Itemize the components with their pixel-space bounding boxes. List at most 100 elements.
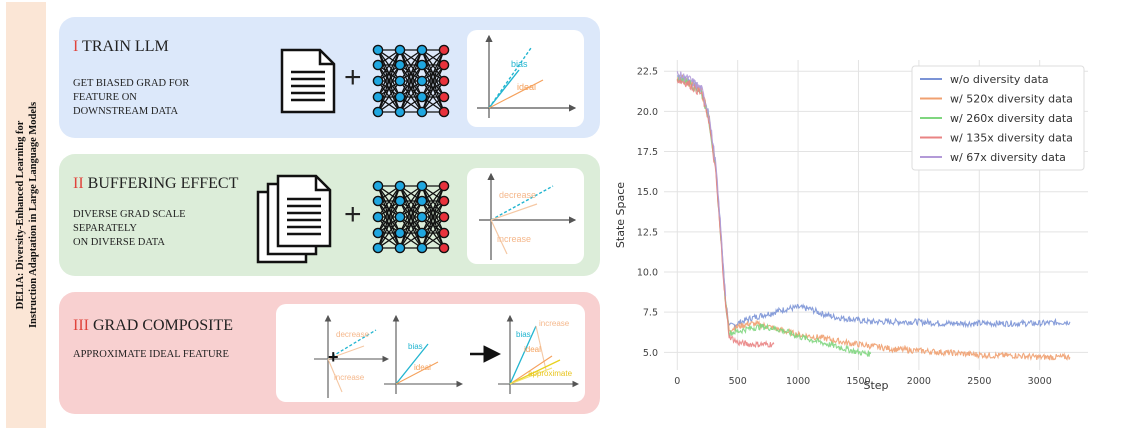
panel-numeral: II bbox=[73, 175, 84, 192]
x-tick-label: 2000 bbox=[907, 376, 931, 387]
side-title-line1: DELIA: Diversity-Enhanced Learning for bbox=[15, 120, 26, 309]
network-node bbox=[438, 59, 450, 71]
bias-arrow bbox=[488, 69, 520, 109]
plus-icon: + bbox=[344, 198, 362, 231]
network-node bbox=[416, 106, 428, 118]
description-line: ON DIVERSE DATA bbox=[73, 237, 165, 248]
ideal-arrow bbox=[488, 79, 544, 109]
tick-labels: 0 500 1000 1500 2000 2500 3000 5.0 7.5 10.0 12.5 15… bbox=[637, 67, 1052, 387]
network-node bbox=[416, 180, 428, 192]
network-node bbox=[372, 242, 384, 254]
legend-label: w/ 135x diversity data bbox=[950, 132, 1073, 145]
network-node bbox=[438, 242, 450, 254]
description-line: GET BIASED GRAD FOR bbox=[73, 78, 190, 89]
increase-label: increase bbox=[539, 319, 570, 328]
bias-arrow bbox=[490, 185, 554, 221]
network-node bbox=[372, 75, 384, 87]
neural-network-icon bbox=[372, 180, 450, 254]
network-node bbox=[438, 227, 450, 239]
y-tick-label: 7.5 bbox=[643, 308, 658, 319]
increase-label: increase bbox=[334, 373, 365, 382]
decrease-label: decrease bbox=[499, 190, 536, 200]
series-line bbox=[676, 78, 775, 349]
network-node bbox=[438, 180, 450, 192]
x-tick-label: 3000 bbox=[1028, 376, 1052, 387]
network-node bbox=[438, 91, 450, 103]
legend-label: w/ 260x diversity data bbox=[950, 112, 1073, 125]
network-node bbox=[394, 211, 406, 223]
x-axis-label: Step bbox=[863, 379, 888, 392]
network-node bbox=[438, 75, 450, 87]
plus-icon: + bbox=[344, 61, 362, 94]
network-node bbox=[416, 75, 428, 87]
y-tick-label: 12.5 bbox=[637, 227, 658, 238]
panel-numeral: III bbox=[73, 317, 89, 334]
description-line: APPROXIMATE IDEAL FEATURE bbox=[73, 349, 229, 360]
network-node bbox=[438, 44, 450, 56]
panel-grad-composite: III GRAD COMPOSITE APPROXIMATE IDEAL FEA… bbox=[59, 292, 600, 414]
stacked-documents-icon bbox=[256, 174, 332, 264]
network-node bbox=[394, 242, 406, 254]
description-line: DOWNSTREAM DATA bbox=[73, 106, 179, 117]
panel-title: II BUFFERING EFFECT bbox=[73, 175, 238, 193]
network-node bbox=[416, 242, 428, 254]
panel-title-text: BUFFERING EFFECT bbox=[87, 175, 239, 192]
series-line bbox=[677, 74, 1071, 330]
network-node bbox=[416, 91, 428, 103]
y-axis-label: State Space bbox=[614, 182, 627, 248]
panel-title-text: GRAD COMPOSITE bbox=[92, 317, 233, 334]
network-node bbox=[394, 227, 406, 239]
network-node bbox=[394, 106, 406, 118]
subplot-bias-ideal: bias ideal bbox=[384, 314, 464, 394]
network-node bbox=[372, 195, 384, 207]
composite-plot: decrease increase + bias ideal bbox=[276, 304, 585, 402]
state-space-line-chart: 0 500 1000 1500 2000 2500 3000 5.0 7.5 10.0 12.5 15… bbox=[614, 60, 1088, 392]
network-node bbox=[416, 44, 428, 56]
x-tick-label: 2500 bbox=[967, 376, 991, 387]
approximate-label: approximate bbox=[528, 369, 573, 378]
plus-icon: + bbox=[328, 347, 339, 367]
network-node bbox=[438, 106, 450, 118]
panel-title: I TRAIN LLM bbox=[73, 38, 169, 56]
side-title-line2: Instruction Adaptation in Large Language… bbox=[28, 102, 39, 328]
panel-description: DIVERSE GRAD SCALE SEPARATELY ON DIVERSE… bbox=[73, 208, 243, 250]
bias-label: bias bbox=[511, 59, 528, 69]
panel-description: APPROXIMATE IDEAL FEATURE bbox=[73, 348, 243, 362]
network-node bbox=[372, 59, 384, 71]
bias-arrow bbox=[488, 47, 532, 109]
legend-label: w/ 67x diversity data bbox=[950, 151, 1066, 164]
y-tick-label: 15.0 bbox=[637, 187, 658, 198]
y-tick-label: 17.5 bbox=[637, 147, 658, 158]
network-node bbox=[438, 211, 450, 223]
network-node bbox=[372, 180, 384, 192]
network-node bbox=[416, 59, 428, 71]
series-line bbox=[676, 74, 1071, 361]
network-node bbox=[372, 227, 384, 239]
legend: w/o diversity data w/ 520x diversity data… bbox=[911, 65, 1085, 171]
network-node bbox=[372, 211, 384, 223]
panel-train-llm: I TRAIN LLM GET BIASED GRAD FOR FEATURE … bbox=[59, 17, 600, 138]
decrease-label: decrease bbox=[336, 330, 369, 339]
network-node bbox=[416, 195, 428, 207]
ideal-label: ideal bbox=[524, 345, 541, 354]
network-node bbox=[416, 227, 428, 239]
decrease-arrow bbox=[490, 203, 538, 221]
network-node bbox=[372, 44, 384, 56]
y-tick-label: 10.0 bbox=[637, 268, 658, 279]
network-node bbox=[394, 44, 406, 56]
network-node bbox=[394, 91, 406, 103]
x-tick-label: 1500 bbox=[846, 376, 870, 387]
y-tick-label: 20.0 bbox=[637, 107, 658, 118]
bias-label: bias bbox=[408, 342, 423, 351]
side-title: DELIA: Diversity-Enhanced Learning for I… bbox=[15, 102, 39, 328]
bias-label: bias bbox=[516, 330, 531, 339]
description-line: DIVERSE GRAD SCALE bbox=[73, 209, 186, 220]
subplot-approximate: bias ideal increase approximate bbox=[498, 314, 580, 394]
legend-label: w/ 520x diversity data bbox=[950, 93, 1073, 106]
subplot-buffering: decrease increase + bbox=[314, 314, 390, 398]
x-tick-label: 500 bbox=[729, 376, 747, 387]
network-node bbox=[372, 91, 384, 103]
series-lines bbox=[676, 71, 1071, 361]
panel-title: III GRAD COMPOSITE bbox=[73, 317, 233, 335]
description-line: FEATURE ON bbox=[73, 92, 137, 103]
